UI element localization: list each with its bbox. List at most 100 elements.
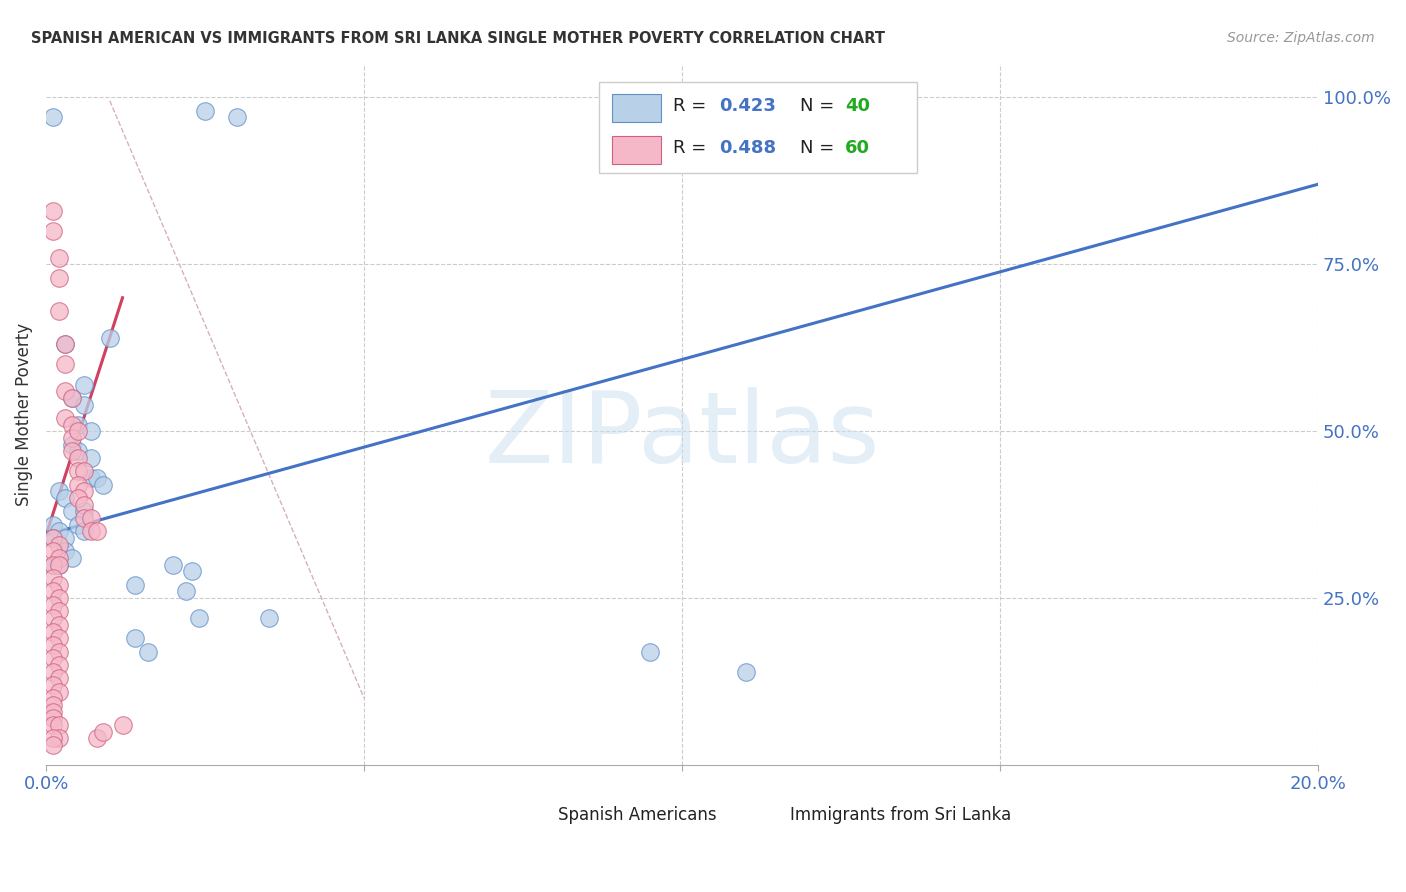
Point (60, 437, 83, 451)
Text: N =: N = (800, 97, 841, 115)
Point (53, 337, 76, 351)
Point (80, 511, 103, 525)
Point (48, 304, 70, 318)
Point (48, 270, 70, 285)
Point (73, 524, 96, 539)
Point (48, 718, 70, 732)
Point (226, 111, 249, 125)
Point (41, 718, 63, 732)
Point (93, 477, 115, 491)
Point (66, 450, 89, 465)
Text: Source: ZipAtlas.com: Source: ZipAtlas.com (1227, 31, 1375, 45)
Text: 0.423: 0.423 (718, 97, 776, 115)
Point (194, 103, 217, 118)
Point (48, 551, 70, 566)
Point (41, 738, 63, 752)
Point (66, 491, 89, 505)
Point (60, 444, 83, 458)
Point (60, 391, 83, 405)
Point (60, 504, 83, 518)
Point (66, 424, 89, 438)
Point (41, 698, 63, 712)
Text: N =: N = (800, 139, 841, 157)
Text: Immigrants from Sri Lanka: Immigrants from Sri Lanka (790, 806, 1011, 824)
Point (80, 424, 103, 438)
Point (48, 731, 70, 746)
Text: 40: 40 (845, 97, 870, 115)
Point (41, 624, 63, 639)
Point (86, 524, 108, 539)
Point (136, 644, 159, 658)
Point (73, 511, 96, 525)
Point (60, 551, 83, 566)
Point (734, 665, 756, 679)
Point (53, 544, 76, 558)
Point (48, 558, 70, 572)
Point (73, 377, 96, 392)
Point (48, 578, 70, 592)
Point (48, 591, 70, 606)
Point (187, 611, 209, 625)
Point (80, 450, 103, 465)
Text: 60: 60 (845, 139, 870, 157)
Point (73, 464, 96, 478)
Point (66, 477, 89, 491)
Point (48, 671, 70, 685)
Point (41, 531, 63, 545)
Text: ZIPatlas: ZIPatlas (485, 387, 880, 484)
Point (48, 644, 70, 658)
Text: 0.488: 0.488 (718, 139, 776, 157)
Point (174, 584, 197, 599)
Point (41, 531, 63, 545)
Point (41, 224, 63, 238)
Point (41, 651, 63, 665)
Point (66, 517, 89, 532)
Point (41, 558, 63, 572)
Point (73, 504, 96, 518)
Point (48, 484, 70, 499)
Point (124, 631, 146, 645)
FancyBboxPatch shape (744, 805, 782, 827)
Text: Spanish Americans: Spanish Americans (558, 806, 716, 824)
Point (41, 665, 63, 679)
Point (41, 731, 63, 746)
Point (60, 431, 83, 445)
Point (41, 517, 63, 532)
Point (93, 724, 115, 739)
Point (41, 678, 63, 692)
Point (98, 331, 121, 345)
Point (48, 631, 70, 645)
Point (48, 657, 70, 672)
Point (66, 417, 89, 432)
Point (66, 464, 89, 478)
FancyBboxPatch shape (612, 94, 661, 121)
Point (48, 524, 70, 539)
Point (53, 384, 76, 399)
Point (86, 471, 108, 485)
Text: R =: R = (673, 97, 713, 115)
Point (48, 684, 70, 698)
Point (48, 617, 70, 632)
Point (162, 558, 184, 572)
Text: SPANISH AMERICAN VS IMMIGRANTS FROM SRI LANKA SINGLE MOTHER POVERTY CORRELATION : SPANISH AMERICAN VS IMMIGRANTS FROM SRI … (31, 31, 884, 46)
Point (41, 691, 63, 706)
Point (86, 731, 108, 746)
Point (53, 410, 76, 425)
Point (124, 578, 146, 592)
Point (60, 391, 83, 405)
Point (41, 638, 63, 652)
FancyBboxPatch shape (599, 81, 918, 173)
Point (111, 718, 134, 732)
Point (73, 398, 96, 412)
Point (41, 111, 63, 125)
Point (73, 484, 96, 499)
Point (53, 358, 76, 372)
Point (41, 711, 63, 725)
Point (41, 571, 63, 585)
Point (41, 584, 63, 599)
FancyBboxPatch shape (510, 805, 548, 827)
Point (41, 203, 63, 218)
Point (41, 598, 63, 612)
Point (73, 498, 96, 512)
Point (41, 544, 63, 558)
